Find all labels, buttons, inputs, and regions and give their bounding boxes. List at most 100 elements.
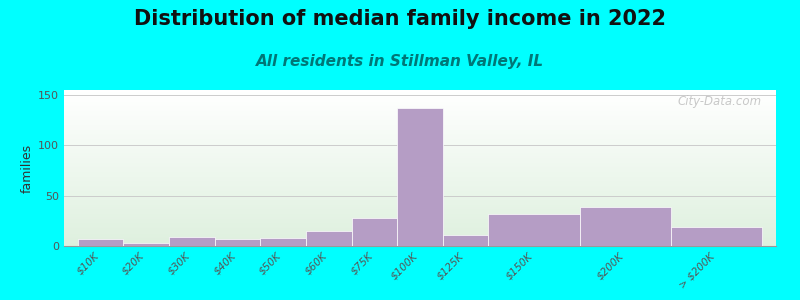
Bar <box>64 208 776 209</box>
Bar <box>64 128 776 129</box>
Bar <box>64 205 776 206</box>
Bar <box>64 179 776 180</box>
Bar <box>64 183 776 184</box>
Bar <box>64 99 776 100</box>
Bar <box>64 233 776 234</box>
Bar <box>64 240 776 241</box>
Bar <box>64 204 776 205</box>
Bar <box>64 151 776 152</box>
Bar <box>64 155 776 156</box>
Bar <box>64 194 776 195</box>
Bar <box>64 114 776 115</box>
Bar <box>64 125 776 126</box>
Bar <box>64 118 776 119</box>
Bar <box>64 178 776 179</box>
Bar <box>64 244 776 245</box>
Bar <box>64 119 776 120</box>
Bar <box>64 206 776 207</box>
Bar <box>64 146 776 147</box>
Bar <box>64 180 776 181</box>
Bar <box>64 159 776 160</box>
Bar <box>64 168 776 169</box>
Bar <box>64 104 776 105</box>
Bar <box>64 203 776 204</box>
Bar <box>64 226 776 227</box>
Bar <box>64 235 776 236</box>
Bar <box>64 149 776 150</box>
Bar <box>64 232 776 233</box>
Bar <box>64 193 776 194</box>
Bar <box>64 108 776 109</box>
Bar <box>64 195 776 196</box>
Bar <box>64 236 776 237</box>
Bar <box>64 237 776 238</box>
Bar <box>64 121 776 122</box>
Text: Distribution of median family income in 2022: Distribution of median family income in … <box>134 9 666 29</box>
Bar <box>64 109 776 110</box>
Bar <box>64 117 776 118</box>
Bar <box>64 132 776 133</box>
Bar <box>306 231 351 246</box>
Text: All residents in Stillman Valley, IL: All residents in Stillman Valley, IL <box>256 54 544 69</box>
Bar <box>64 92 776 93</box>
Bar <box>64 175 776 176</box>
Bar <box>64 157 776 158</box>
Bar <box>64 161 776 162</box>
Bar <box>64 242 776 243</box>
Bar <box>64 134 776 135</box>
Bar <box>64 181 776 182</box>
Bar <box>64 215 776 216</box>
Bar <box>64 164 776 165</box>
Bar <box>64 95 776 96</box>
Bar <box>64 145 776 146</box>
Bar <box>64 221 776 222</box>
Bar <box>78 239 123 246</box>
Bar <box>64 94 776 95</box>
Bar <box>64 137 776 138</box>
Bar <box>64 166 776 167</box>
Bar <box>64 223 776 224</box>
Bar <box>64 219 776 220</box>
Bar <box>64 140 776 141</box>
Bar <box>64 217 776 218</box>
Bar <box>397 108 443 246</box>
Bar <box>64 165 776 166</box>
Bar <box>64 191 776 192</box>
Bar <box>64 209 776 210</box>
Bar <box>64 141 776 142</box>
Bar <box>64 230 776 231</box>
Bar <box>64 115 776 116</box>
Bar <box>64 190 776 191</box>
Bar <box>351 218 397 246</box>
Bar <box>64 202 776 203</box>
Bar <box>64 238 776 239</box>
Bar <box>64 122 776 123</box>
Bar <box>64 126 776 127</box>
Bar <box>64 106 776 107</box>
Bar <box>64 116 776 117</box>
Bar <box>64 186 776 187</box>
Bar <box>64 130 776 131</box>
Bar <box>64 177 776 178</box>
Bar <box>64 245 776 246</box>
Bar <box>64 167 776 168</box>
Bar <box>64 105 776 106</box>
Bar <box>64 216 776 217</box>
Bar <box>64 147 776 148</box>
Bar <box>64 124 776 125</box>
Bar <box>64 200 776 201</box>
Bar <box>64 231 776 232</box>
Y-axis label: families: families <box>21 143 34 193</box>
Bar <box>64 148 776 149</box>
Bar <box>64 100 776 101</box>
Bar <box>64 112 776 113</box>
Bar <box>64 184 776 185</box>
Bar <box>64 197 776 198</box>
Bar <box>64 111 776 112</box>
Bar <box>64 113 776 114</box>
Bar <box>64 120 776 121</box>
Bar <box>64 160 776 161</box>
Bar <box>671 227 762 246</box>
Bar <box>64 241 776 242</box>
Bar <box>260 238 306 246</box>
